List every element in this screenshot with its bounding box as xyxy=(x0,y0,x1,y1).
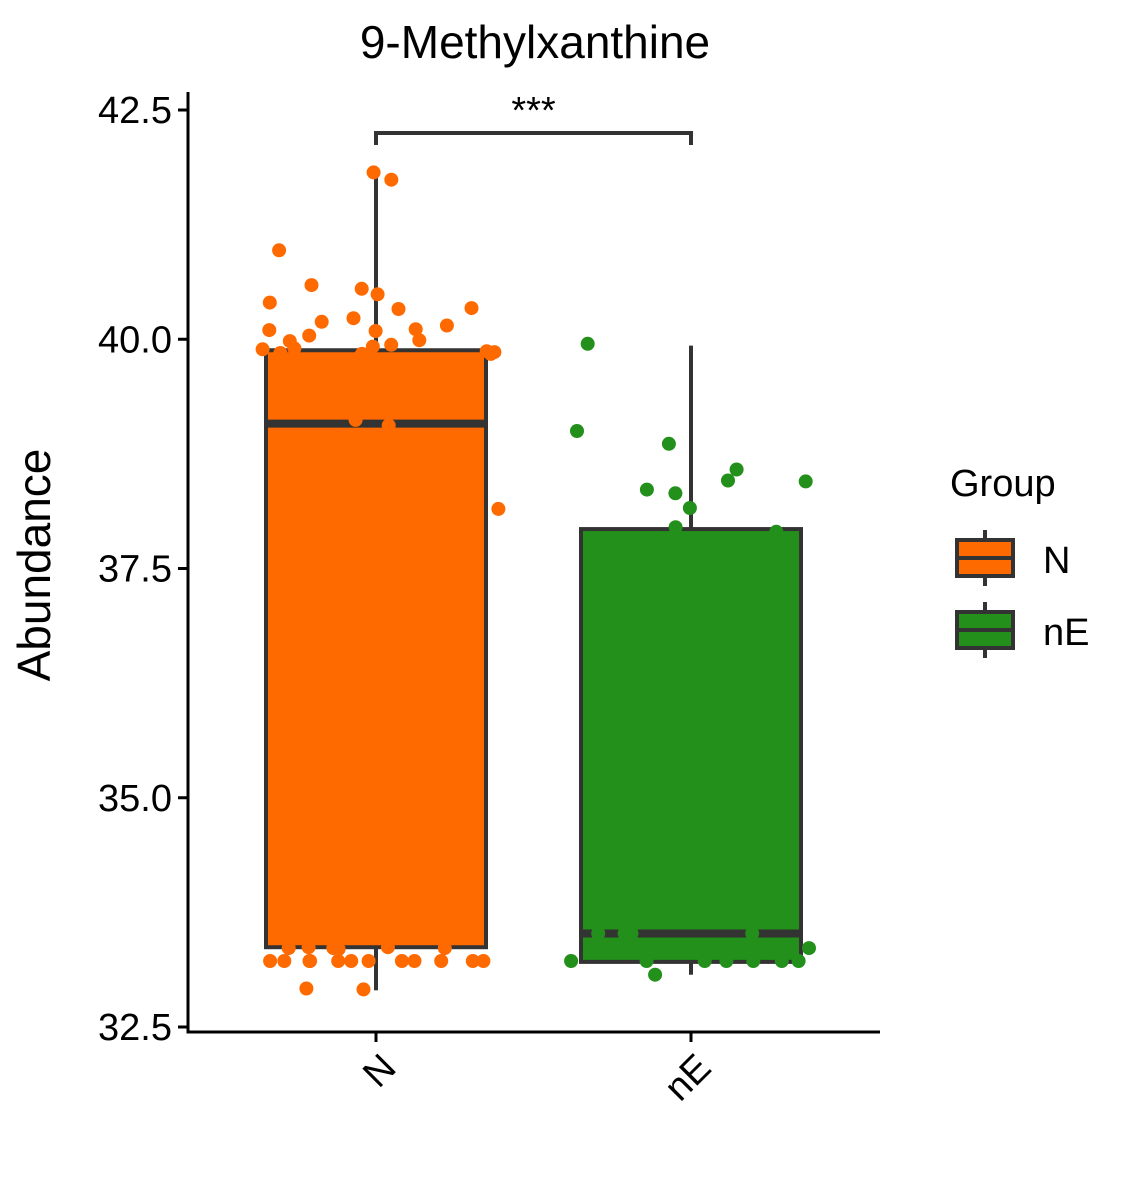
data-point-N xyxy=(255,342,270,357)
data-point-nE xyxy=(746,954,761,968)
data-point-N xyxy=(356,982,371,997)
data-point-N xyxy=(313,469,328,484)
data-point-N xyxy=(380,940,395,955)
data-point-nE xyxy=(639,954,654,968)
data-point-N xyxy=(314,314,329,329)
data-point-N xyxy=(281,941,296,956)
data-point-N xyxy=(262,323,277,338)
data-point-nE xyxy=(570,424,584,438)
data-point-N xyxy=(299,981,314,996)
data-point-N xyxy=(394,954,409,968)
data-point-N xyxy=(331,942,346,957)
chart-title: 9-Methylxanthine xyxy=(360,16,710,68)
data-point-N xyxy=(285,487,300,502)
y-tick-label: 32.5 xyxy=(98,1007,172,1049)
data-point-N xyxy=(384,172,399,187)
box-N xyxy=(264,348,488,950)
y-tick-label: 42.5 xyxy=(98,90,172,132)
data-point-N xyxy=(437,941,452,956)
data-point-nE xyxy=(661,436,676,451)
data-point-N xyxy=(365,339,380,354)
data-point-N xyxy=(370,287,385,302)
data-point-N xyxy=(483,346,498,361)
data-point-nE xyxy=(774,940,789,955)
data-point-N xyxy=(381,418,396,433)
data-point-N xyxy=(354,281,369,296)
y-tick-label: 40.0 xyxy=(98,319,172,361)
data-point-nE xyxy=(668,610,683,625)
data-point-nE xyxy=(751,939,766,954)
legend-label-nE: nE xyxy=(1043,612,1089,654)
data-point-N xyxy=(302,328,317,343)
data-point-nE xyxy=(769,524,784,539)
data-point-N xyxy=(272,243,287,258)
data-point-N xyxy=(302,954,317,968)
legend-label-N: N xyxy=(1043,540,1070,582)
data-point-N xyxy=(304,278,319,293)
data-point-nE xyxy=(668,486,683,501)
plot-area: *** xyxy=(255,90,816,997)
data-point-N xyxy=(412,333,427,348)
data-point-N xyxy=(263,954,278,968)
significance-label: *** xyxy=(511,90,556,132)
data-point-N xyxy=(391,302,406,316)
data-point-N xyxy=(491,501,506,516)
data-point-nE xyxy=(617,926,632,941)
data-point-nE xyxy=(697,954,712,968)
data-point-N xyxy=(407,954,422,968)
x-tick-label: N xyxy=(355,1047,404,1096)
data-point-nE xyxy=(580,336,595,351)
data-point-N xyxy=(366,165,381,180)
x-tick-label: nE xyxy=(657,1047,720,1110)
data-point-nE xyxy=(721,473,735,488)
data-point-nE xyxy=(648,967,663,982)
data-point-N xyxy=(434,954,449,968)
data-point-nE xyxy=(745,926,760,941)
data-point-N xyxy=(361,954,376,968)
data-point-nE xyxy=(774,954,789,968)
data-point-N xyxy=(476,954,491,968)
y-axis-label: Abundance xyxy=(8,449,60,682)
data-point-N xyxy=(290,373,305,388)
data-point-N xyxy=(277,954,292,968)
legend: Group NnE xyxy=(950,463,1089,658)
data-point-N xyxy=(354,346,369,361)
data-point-N xyxy=(262,295,277,310)
data-point-nE xyxy=(791,954,806,968)
data-point-N xyxy=(465,954,480,968)
data-point-N xyxy=(368,324,383,338)
data-point-nE xyxy=(729,462,744,477)
data-point-N xyxy=(384,337,399,352)
data-point-nE xyxy=(671,554,686,569)
data-point-N xyxy=(346,311,361,326)
data-point-nE xyxy=(626,939,641,954)
box-nE xyxy=(579,527,803,964)
y-tick-label: 37.5 xyxy=(98,549,172,591)
data-point-nE xyxy=(682,501,697,515)
data-point-nE xyxy=(719,954,734,968)
data-point-nE xyxy=(639,482,654,497)
data-point-N xyxy=(287,341,302,356)
y-tick-label: 35.0 xyxy=(98,778,172,820)
data-point-N xyxy=(348,412,363,427)
data-point-N xyxy=(273,346,288,360)
data-point-nE xyxy=(591,926,606,941)
legend-title: Group xyxy=(950,463,1056,505)
data-point-N xyxy=(301,940,316,955)
data-point-nE xyxy=(802,941,816,956)
data-point-N xyxy=(464,301,479,316)
data-point-N xyxy=(331,954,346,968)
data-point-N xyxy=(355,926,370,941)
data-point-nE xyxy=(564,954,579,968)
data-point-nE xyxy=(798,474,813,489)
data-point-N xyxy=(408,322,423,337)
significance-bracket xyxy=(374,131,693,145)
data-point-nE xyxy=(668,520,683,535)
data-point-N xyxy=(412,438,427,453)
data-point-N xyxy=(344,954,359,968)
data-point-N xyxy=(439,318,454,333)
